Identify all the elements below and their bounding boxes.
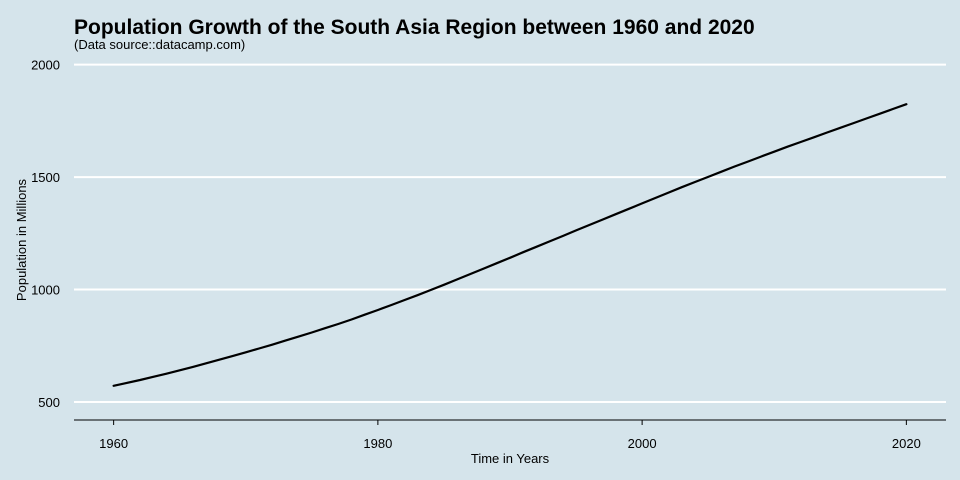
x-tick-label-2000: 2000 xyxy=(628,436,657,451)
x-tick-label-2020: 2020 xyxy=(892,436,921,451)
series-layer xyxy=(112,103,908,387)
y-axis-title: Population in Millions xyxy=(14,178,29,301)
x-tick-label-1960: 1960 xyxy=(99,436,128,451)
series-line-0 xyxy=(112,103,908,387)
y-tick-label-1500: 1500 xyxy=(31,170,60,185)
gridlines xyxy=(74,63,946,404)
x-axis-ticks: 1960 1980 2000 2020 xyxy=(99,420,921,451)
chart-subtitle: (Data source::datacamp.com) xyxy=(74,37,245,52)
y-tick-label-500: 500 xyxy=(38,395,60,410)
y-axis-ticks: 500 1000 1500 2000 xyxy=(31,58,60,410)
y-tick-label-2000: 2000 xyxy=(31,58,60,73)
x-tick-label-1980: 1980 xyxy=(363,436,392,451)
y-tick-label-1000: 1000 xyxy=(31,283,60,298)
x-axis-title: Time in Years xyxy=(471,451,550,466)
chart-title: Population Growth of the South Asia Regi… xyxy=(74,16,755,39)
